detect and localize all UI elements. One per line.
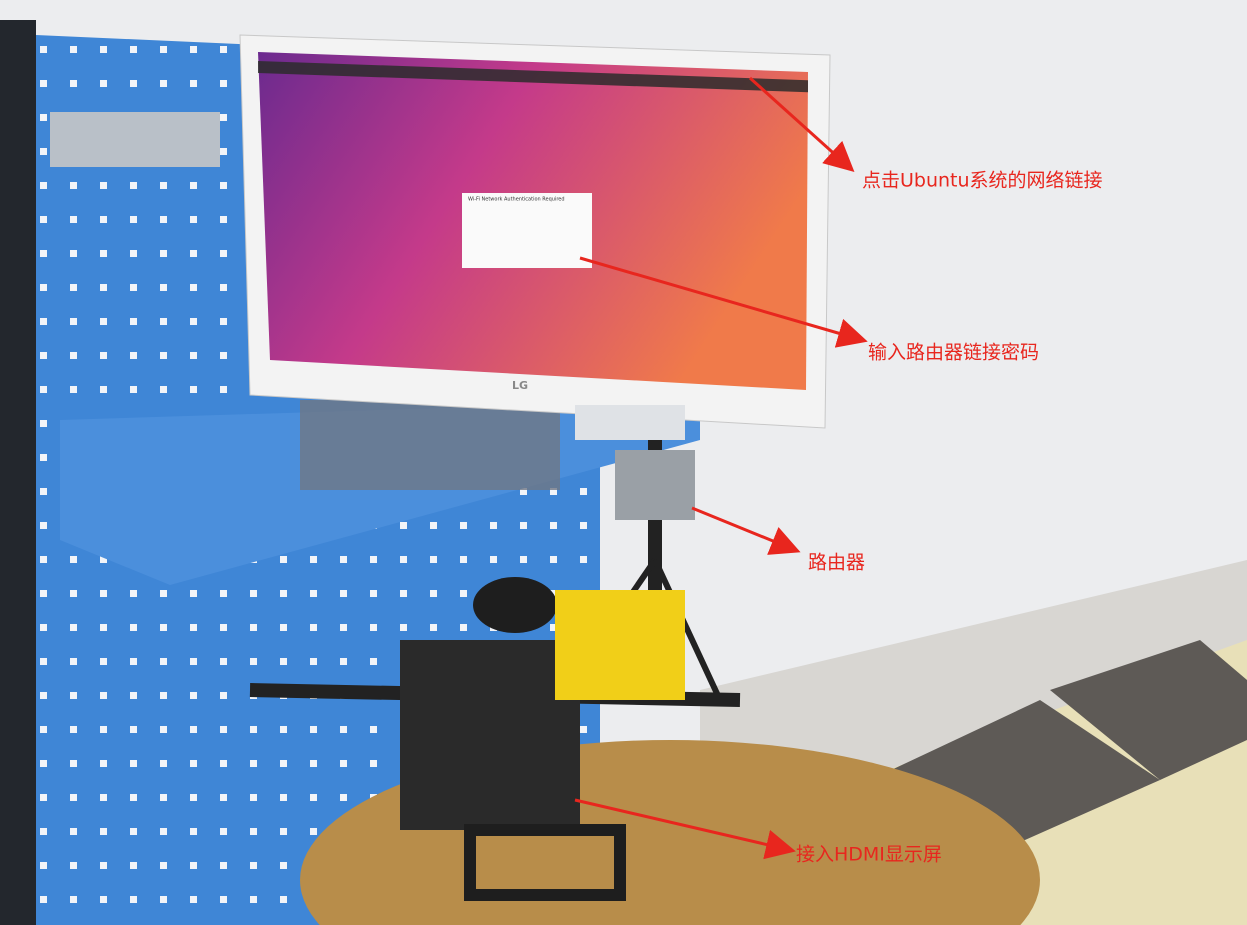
- annotation: 接入HDMI显示屏: [796, 844, 942, 866]
- landing-gear: [464, 824, 626, 901]
- frame-post: [0, 20, 36, 925]
- tripod-leg: [652, 558, 723, 702]
- annotation: 路由器: [808, 552, 865, 574]
- tray: [50, 112, 220, 167]
- blurred-object: [300, 400, 560, 490]
- floor-mat-dark: [1050, 640, 1247, 780]
- router: [615, 450, 695, 520]
- yellow-bin: [555, 590, 685, 700]
- arrow: [579, 256, 868, 348]
- annotation: 点击Ubuntu系统的网络链接: [862, 170, 1103, 192]
- arrow: [691, 506, 801, 555]
- arrow: [574, 798, 796, 860]
- arrow: [748, 76, 855, 173]
- mini-pc: [575, 405, 685, 440]
- dialog: [462, 193, 592, 268]
- top-bar: [258, 61, 808, 93]
- drone-body: [400, 640, 580, 830]
- dialog-title: Wi-Fi Network Authentication Required: [468, 197, 565, 203]
- annotation: 输入路由器链接密码: [868, 342, 1039, 364]
- brand: LG: [512, 379, 528, 392]
- lidar: [473, 577, 557, 633]
